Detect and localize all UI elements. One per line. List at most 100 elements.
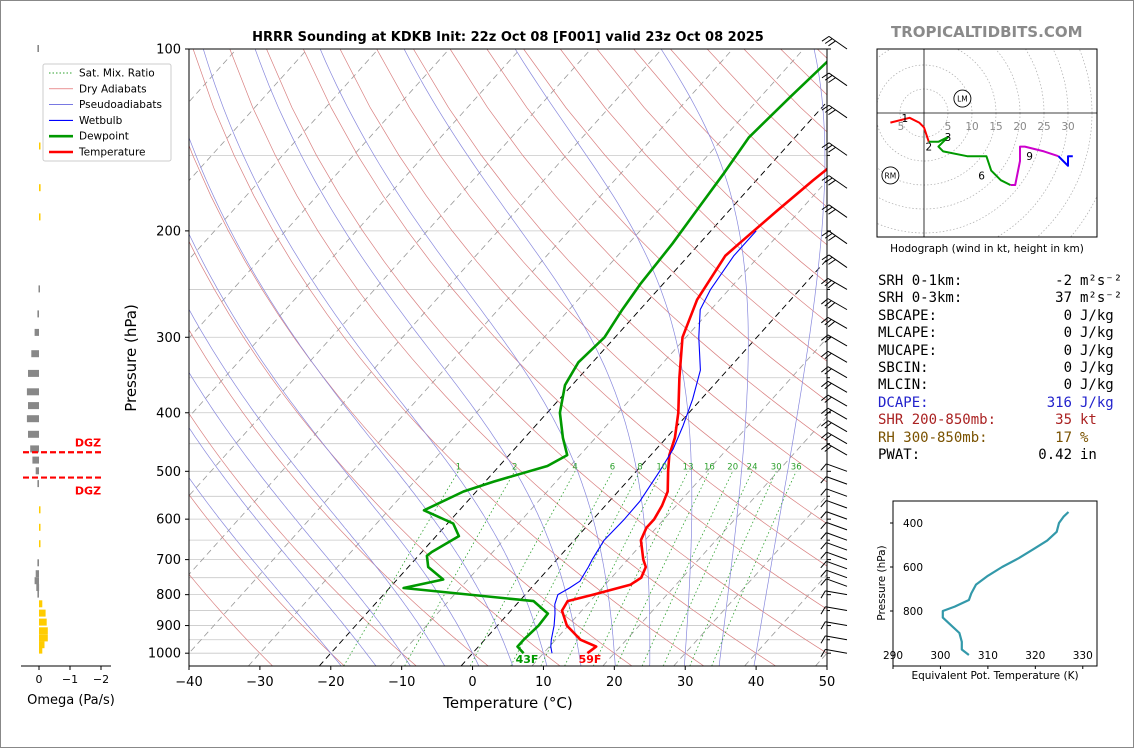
parameter-value: 0	[1063, 325, 1072, 342]
wind-barb	[821, 230, 848, 245]
parameter-label: SRH 0-1km:	[878, 273, 963, 289]
isotherm-line	[189, 49, 734, 654]
legend-entry: Temperature	[78, 147, 146, 159]
mixing-ratio-label: 30	[771, 462, 782, 472]
parameter-label: SHR 200-850mb:	[878, 412, 997, 429]
parameter-unit: J/kg	[1080, 307, 1114, 324]
omega-bar	[39, 600, 43, 608]
legend-entry: Dewpoint	[79, 131, 129, 143]
wind-barb	[820, 621, 848, 630]
hodograph-height-label: 3	[945, 132, 952, 144]
wind-barb	[821, 394, 848, 407]
parameter-row: MLCIN: 0 J/kg	[878, 377, 1114, 394]
pseudoadiabat	[189, 371, 411, 666]
mixing-ratio-label: 2	[512, 462, 517, 472]
parameter-label: PWAT:	[878, 447, 921, 463]
mixing-ratio-line	[689, 471, 777, 666]
wind-barb	[821, 175, 848, 189]
pseudoadiabat	[319, 49, 616, 666]
mixing-ratio-label: 24	[747, 462, 758, 472]
wind-barb	[821, 316, 848, 329]
omega-bar	[37, 480, 39, 488]
omega-bar	[35, 570, 39, 578]
parameter-unit: J/kg	[1080, 377, 1114, 394]
omega-bar	[26, 388, 39, 396]
wind-barb	[820, 560, 848, 570]
dry-adiabat	[339, 49, 827, 567]
parameter-value: 17	[1055, 429, 1072, 446]
theta-e-x-tick-label: 310	[978, 650, 998, 662]
parameter-row: SBCIN: 0 J/kg	[878, 360, 1114, 377]
dry-adiabat	[189, 573, 273, 666]
dry-adiabat	[189, 240, 561, 666]
mixing-ratio-line	[564, 471, 663, 666]
dry-adiabat	[486, 49, 827, 402]
dry-adiabat	[192, 49, 705, 666]
mixing-ratio-line	[662, 471, 753, 666]
x-tick-label: 0	[468, 675, 476, 690]
hodograph-height-label: 6	[978, 170, 985, 182]
wind-barb	[821, 204, 848, 218]
parameter-row: DCAPE: 316 J/kg	[878, 395, 1114, 412]
dry-adiabat	[302, 49, 827, 610]
parameter-row: SBCAPE: 0 J/kg	[878, 308, 1114, 325]
omega-bar	[37, 45, 39, 52]
mixing-ratio-label: 1	[456, 462, 461, 472]
pseudoadiabat	[202, 49, 548, 666]
wind-barb	[820, 578, 848, 587]
parameter-row: SRH 0-3km: 37 m²s⁻²	[878, 290, 1122, 307]
mixing-ratio-line	[540, 471, 641, 666]
y-tick-label: 800	[156, 588, 181, 603]
parameter-label: MLCIN:	[878, 377, 929, 394]
wind-barb	[820, 551, 848, 561]
isotherm-line	[531, 337, 827, 666]
parameter-value: 0	[1063, 307, 1072, 324]
isotherm-line	[189, 49, 663, 576]
parameter-unit: in	[1080, 447, 1097, 463]
omega-panel: 0 −1 −2 DGZ DGZ	[21, 45, 111, 686]
series-temperature-line	[560, 167, 827, 655]
omega-bar	[32, 456, 39, 464]
key-isotherm-line	[460, 258, 827, 666]
storm-motion-marker	[881, 166, 900, 185]
theta-e-frame	[892, 500, 1098, 667]
parameter-value: 37	[1055, 290, 1072, 307]
parameter-label: SBCIN:	[878, 360, 929, 376]
theta-e-line	[941, 511, 1070, 656]
hodograph-frame	[876, 48, 1098, 238]
omega-tick-label: −1	[62, 673, 78, 686]
parameter-row: PWAT: 0.42 in	[878, 447, 1097, 464]
wind-barb	[820, 521, 848, 531]
wind-barb	[820, 648, 848, 657]
y-tick-label: 200	[156, 224, 181, 239]
mixing-ratio-label: 20	[727, 462, 738, 472]
parameter-row: MLCAPE: 0 J/kg	[878, 325, 1114, 342]
isotherm-line	[189, 49, 521, 418]
wind-barb	[821, 432, 848, 445]
omega-bar	[34, 328, 39, 336]
mixing-ratio-line	[343, 471, 459, 666]
omega-bar	[28, 430, 39, 438]
mixing-ratio-line	[592, 471, 689, 666]
dry-adiabat	[449, 49, 827, 442]
key-isotherm-line	[318, 101, 827, 666]
wind-barb	[821, 443, 848, 456]
wind-barb	[821, 35, 848, 50]
parameter-label: DCAPE:	[878, 394, 929, 411]
hodograph-height-label: 2	[925, 142, 932, 154]
parameter-value: 0	[1063, 377, 1072, 394]
omega-bar	[37, 310, 39, 318]
storm-motion-label: LM	[957, 95, 968, 104]
parameter-value: 316	[1046, 394, 1072, 411]
mixing-ratio-line	[641, 471, 734, 666]
mixing-ratio-label: 6	[610, 462, 615, 472]
hodograph-caption: Hodograph (wind in kt, height in km)	[890, 243, 1084, 255]
parameter-row: SRH 0-1km: -2 m²s⁻²	[878, 273, 1122, 290]
parameter-value: 0	[1063, 342, 1072, 359]
dry-adiabat	[376, 49, 827, 525]
hodograph-trace	[928, 136, 1011, 186]
